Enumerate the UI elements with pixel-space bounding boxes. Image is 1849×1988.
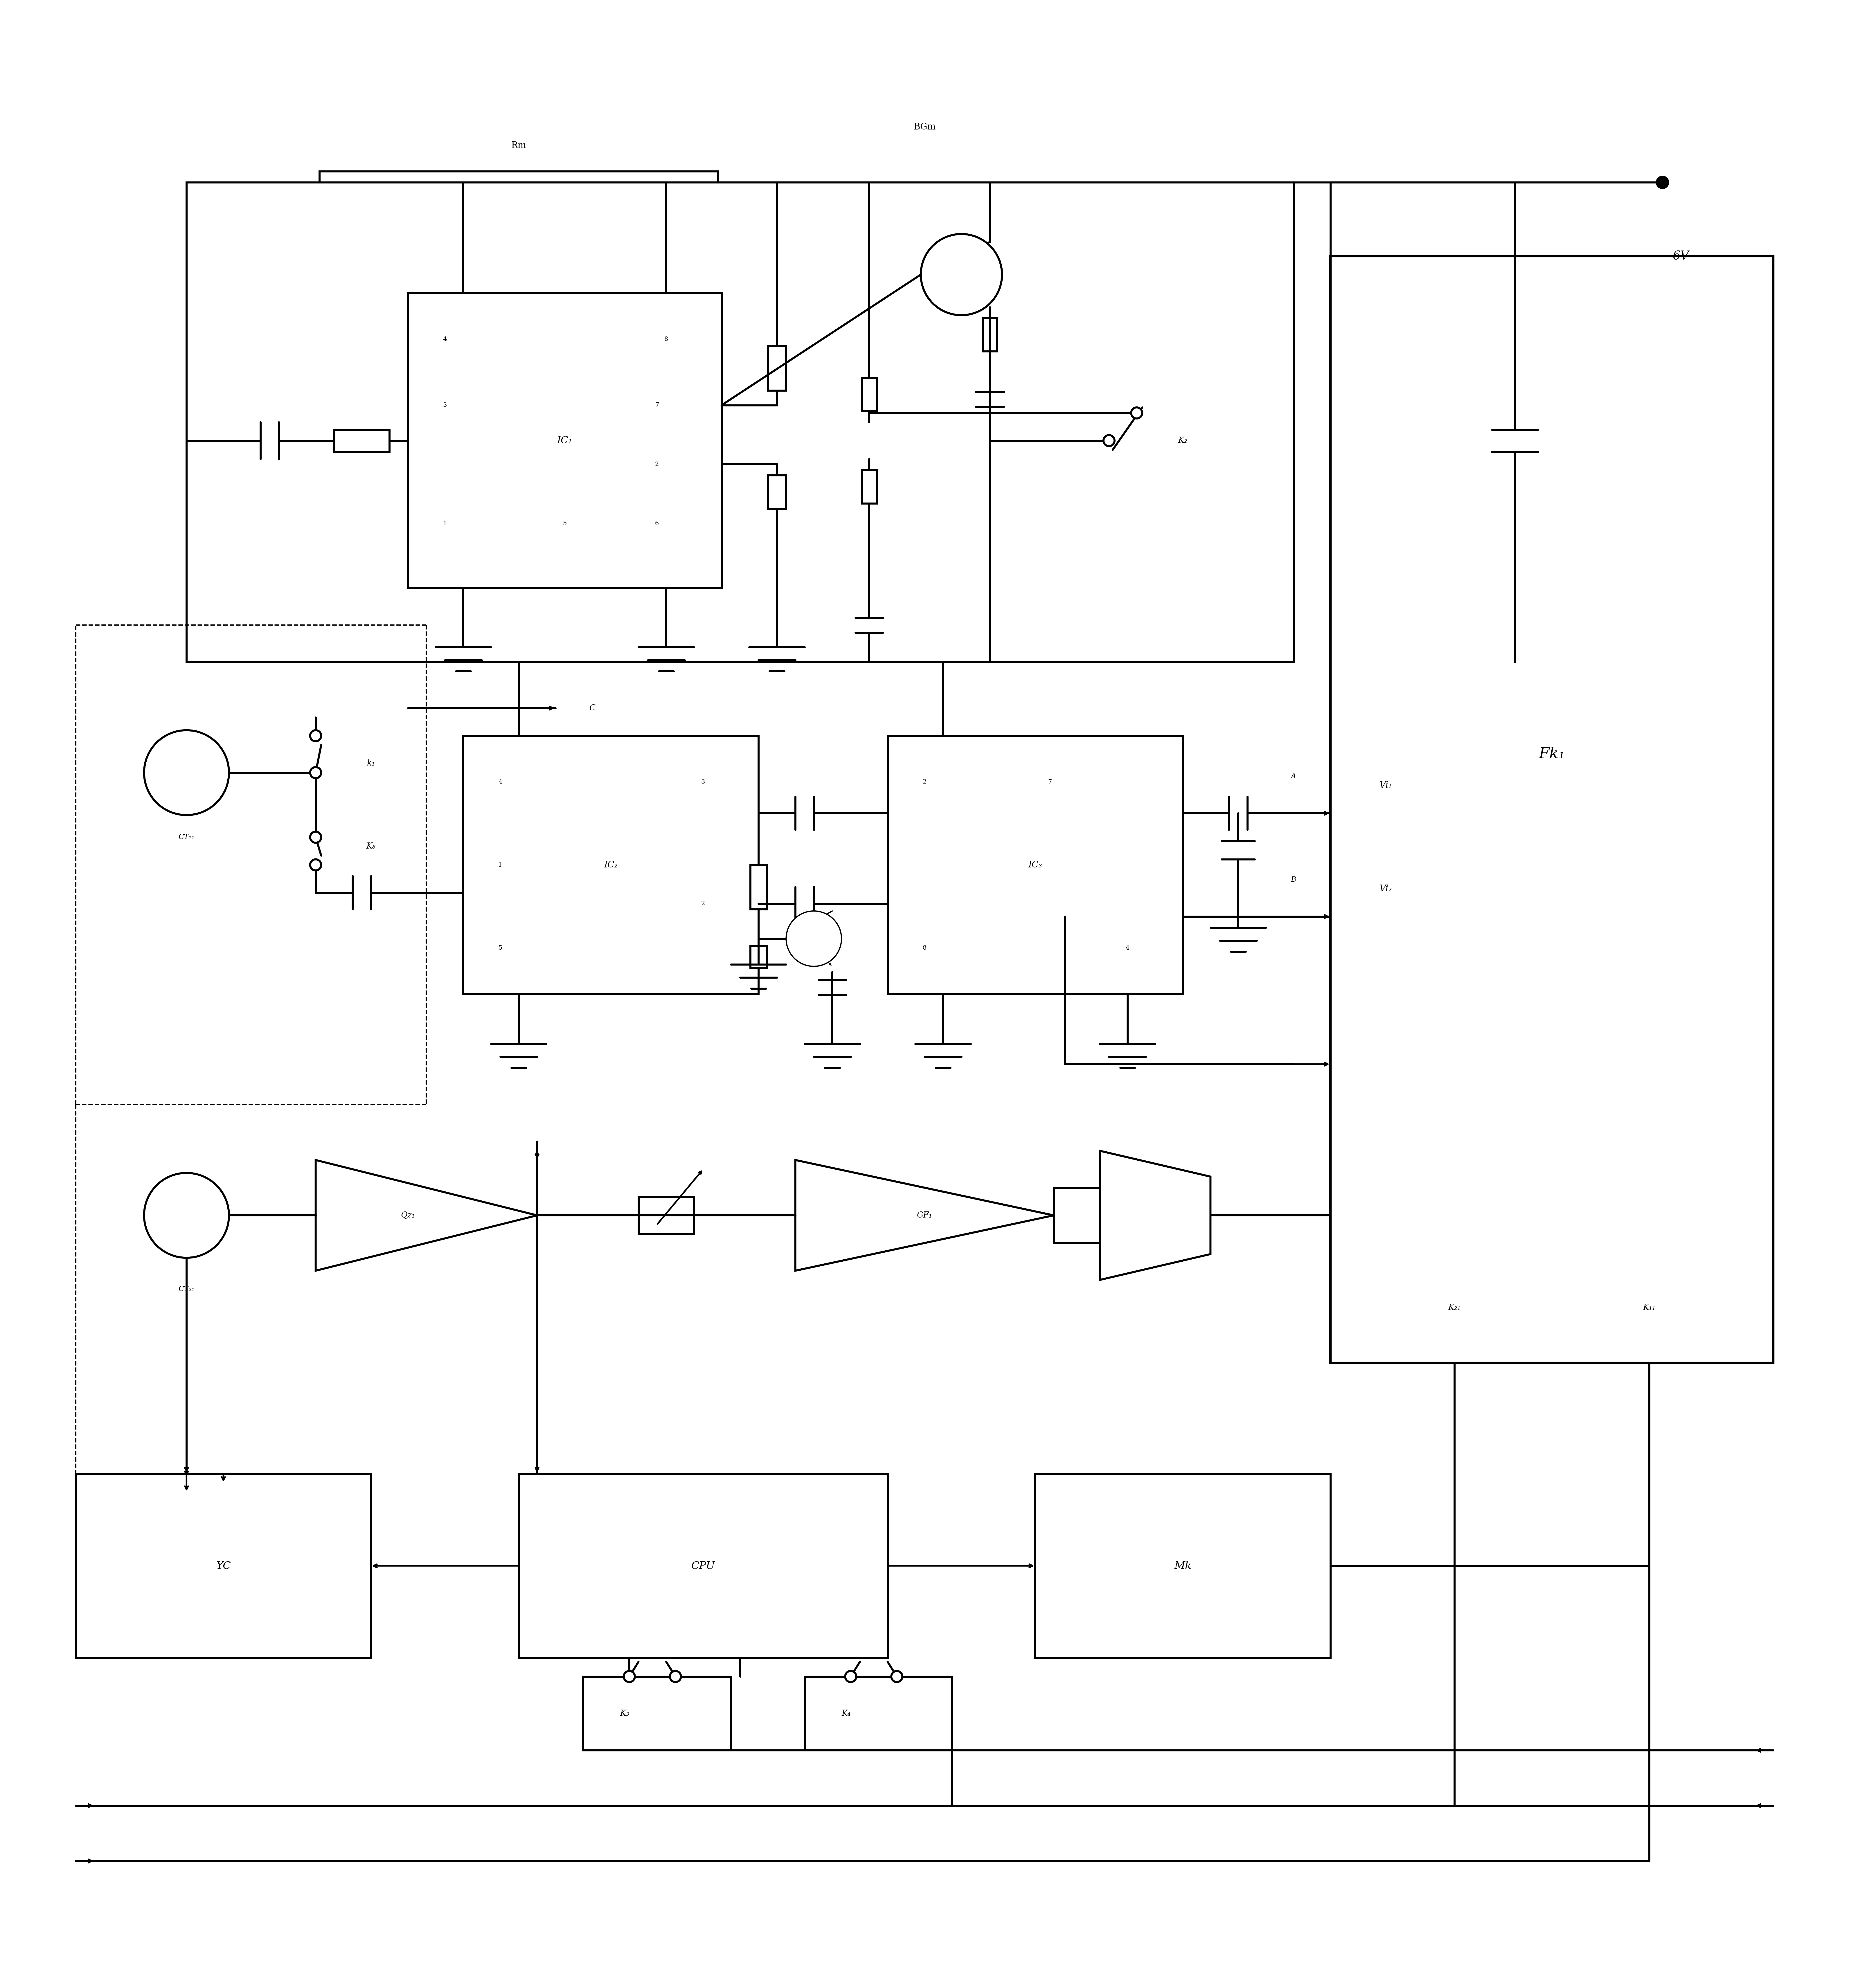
Text: 4: 4 — [497, 779, 503, 785]
Circle shape — [1132, 408, 1143, 419]
Text: K₁₁: K₁₁ — [1644, 1304, 1655, 1312]
Circle shape — [1657, 175, 1670, 189]
Text: A: A — [1291, 773, 1296, 779]
Text: CPU: CPU — [692, 1561, 716, 1571]
Text: Mk: Mk — [1174, 1561, 1191, 1571]
Text: 2: 2 — [701, 901, 704, 907]
Circle shape — [144, 1173, 229, 1258]
Bar — [464, 736, 758, 994]
Text: IC₂: IC₂ — [605, 861, 618, 869]
Circle shape — [1104, 435, 1115, 445]
Text: 3: 3 — [701, 779, 704, 785]
Bar — [767, 346, 786, 390]
Text: K₄: K₄ — [841, 1710, 851, 1718]
Text: k₁: k₁ — [366, 759, 375, 767]
Bar — [982, 318, 997, 352]
Circle shape — [891, 1672, 902, 1682]
Circle shape — [311, 859, 322, 871]
Bar — [751, 946, 767, 968]
Circle shape — [311, 831, 322, 843]
Text: CT₂₁: CT₂₁ — [178, 1286, 194, 1292]
Bar — [862, 378, 876, 412]
Circle shape — [786, 911, 841, 966]
Text: K₂: K₂ — [1178, 437, 1187, 445]
Text: CT₁₁: CT₁₁ — [178, 833, 194, 841]
Text: Fk₁: Fk₁ — [1538, 747, 1564, 761]
Text: 2: 2 — [655, 461, 658, 467]
Circle shape — [144, 730, 229, 815]
Text: Qz₁: Qz₁ — [401, 1211, 414, 1219]
Text: YC: YC — [216, 1561, 231, 1571]
Text: 5: 5 — [497, 944, 503, 950]
Text: 1: 1 — [444, 521, 447, 527]
Text: Vi₁: Vi₁ — [1379, 781, 1392, 789]
Text: 3: 3 — [444, 402, 447, 408]
Text: K₈: K₈ — [366, 843, 375, 851]
Text: 5: 5 — [562, 521, 566, 527]
Text: 2: 2 — [923, 779, 926, 785]
Bar — [518, 1473, 888, 1658]
Circle shape — [311, 730, 322, 742]
Bar — [804, 1676, 952, 1749]
Circle shape — [623, 1672, 634, 1682]
Text: 7: 7 — [1048, 779, 1052, 785]
Text: BGm: BGm — [913, 123, 936, 131]
Bar — [320, 171, 717, 193]
Bar — [409, 292, 721, 588]
Bar — [638, 1197, 693, 1235]
Text: GF₁: GF₁ — [917, 1211, 932, 1219]
Circle shape — [311, 767, 322, 777]
Bar — [767, 475, 786, 509]
Bar — [1035, 1473, 1331, 1658]
Text: 4: 4 — [1126, 944, 1130, 950]
Bar — [1331, 256, 1773, 1364]
Text: C: C — [590, 704, 595, 712]
Bar — [335, 429, 390, 451]
Text: K₃: K₃ — [619, 1710, 629, 1718]
Text: Vi₂: Vi₂ — [1379, 885, 1392, 893]
Text: 7: 7 — [655, 402, 658, 408]
Text: K₂₁: K₂₁ — [1448, 1304, 1461, 1312]
Text: 4: 4 — [444, 336, 447, 342]
Text: IC₃: IC₃ — [1028, 861, 1043, 869]
Bar — [1054, 1187, 1100, 1242]
Circle shape — [921, 235, 1002, 316]
Text: 1: 1 — [497, 863, 503, 867]
Bar — [888, 736, 1183, 994]
Text: Rm: Rm — [510, 141, 527, 149]
Text: 6: 6 — [655, 521, 658, 527]
Bar — [582, 1676, 730, 1749]
Text: IC₁: IC₁ — [557, 435, 573, 445]
Text: 6V: 6V — [1673, 250, 1690, 262]
Text: 8: 8 — [923, 944, 926, 950]
Circle shape — [669, 1672, 680, 1682]
Text: 8: 8 — [664, 336, 667, 342]
Bar — [862, 469, 876, 503]
Circle shape — [845, 1672, 856, 1682]
Bar — [76, 1473, 372, 1658]
Text: B: B — [1291, 877, 1296, 883]
Bar — [751, 865, 767, 909]
Bar — [187, 183, 1294, 662]
